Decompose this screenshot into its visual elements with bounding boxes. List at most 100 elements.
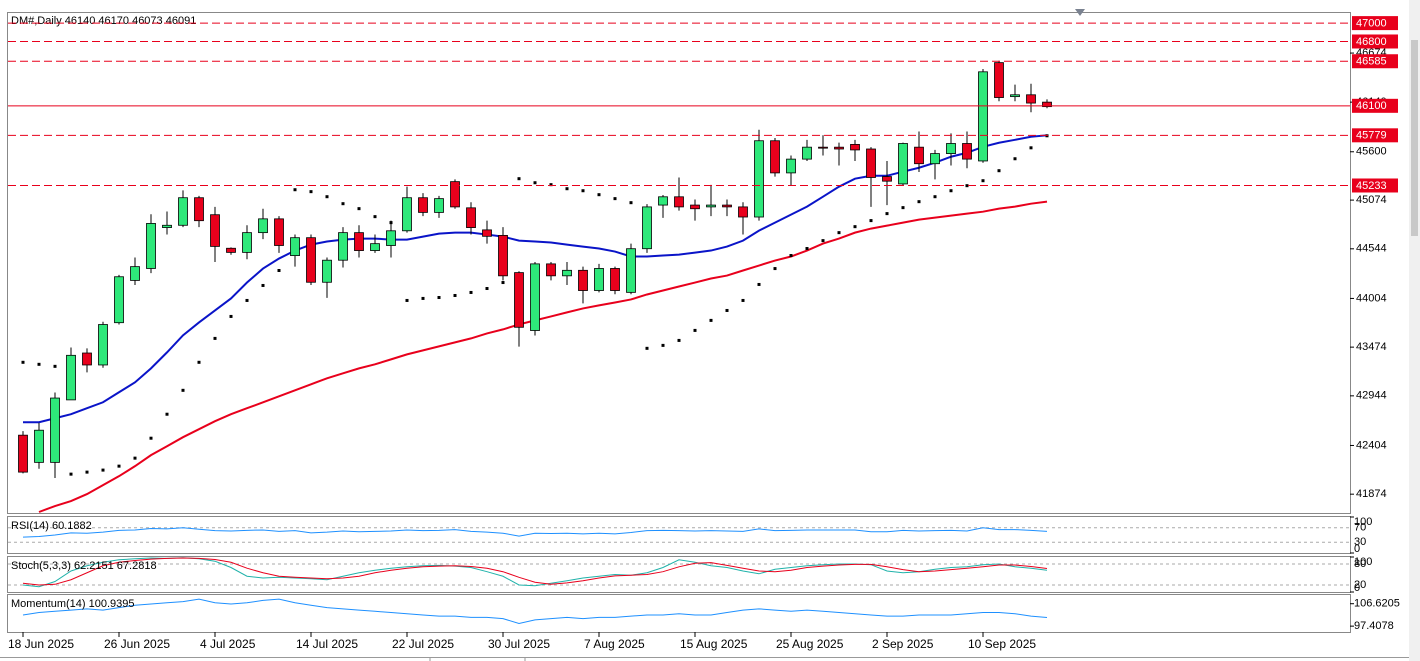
sar-dot [517,177,521,181]
x-tick-label: 10 Sep 2025 [968,637,1036,651]
sar-dot [677,338,681,342]
candle-body [98,324,108,366]
candle-body [338,232,348,261]
sar-dot [533,181,537,185]
candle-body [962,143,972,160]
y-tick-label: 41874 [1356,488,1387,500]
sar-dot [1013,157,1017,161]
shift-marker[interactable] [1075,9,1085,16]
candle-body [930,153,940,165]
price-level-tag [1352,16,1398,31]
y-tick-label: 100 [1354,556,1372,568]
sar-dot [133,456,137,460]
y-tick-label: 44004 [1356,292,1387,304]
candle-body [162,224,172,228]
candle-body [978,71,988,162]
stoch-frame [7,556,1351,593]
sar-dot [741,298,745,302]
sar-dot [885,212,889,216]
sar-dot [405,298,409,302]
sar-dot [853,225,857,229]
scrollbar-thumb[interactable] [1411,40,1418,236]
sar-dot [565,187,569,191]
sar-dot [629,201,633,205]
candle-body [914,146,924,165]
sar-dot [549,183,553,187]
candle-body [66,354,76,401]
indicator-label: RSI(14) 60.1882 [11,520,92,532]
y-tick-label: 80 [1354,558,1366,570]
price-level-label: 46800 [1356,36,1387,48]
indicator-line [22,527,1048,538]
candle-body [370,243,380,251]
candle-body [562,269,572,277]
candle-body [594,268,604,291]
sar-dot [725,308,729,312]
moving-average-slow [38,200,1048,513]
sar-dot [469,290,473,294]
candle-body [34,429,44,463]
sar-dot [69,472,73,476]
sar-dot [437,296,441,300]
sar-dot [757,282,761,286]
y-tick-label: 70 [1354,522,1366,534]
sar-dot [341,202,345,206]
indicator-label: Stoch(5,3,3) 62.2151 67.2818 [11,560,157,572]
candle-body [482,229,492,237]
price-level-label: 46585 [1356,56,1387,68]
candle-body [178,197,188,226]
sar-dot [389,221,393,225]
sar-dot [981,179,985,183]
candle-body [866,148,876,178]
plot-layer: 41874 42404 42944 43474 44004 44544 45074 45600… [8,16,1400,651]
candle-body [626,248,636,293]
scrollbar[interactable] [1409,0,1420,661]
candle-body [50,397,60,463]
price-level-tag [1352,34,1398,49]
x-tick-label: 26 Jun 2025 [104,637,170,651]
candle-body [322,259,332,283]
main-frame [7,12,1351,514]
y-tick-label: 0 [1354,543,1360,555]
candle-body [18,434,28,473]
y-tick-label: 30 [1354,536,1366,548]
indicator-line [22,557,1048,586]
price-level-tag [1352,54,1398,69]
candle-body [434,198,444,213]
candle-body [402,197,412,232]
moving-average-fast [23,134,1048,424]
candle-body [146,223,156,269]
sar-dot [821,239,825,243]
sar-dot [293,188,297,192]
price-level-tag [1352,128,1398,143]
price-level-label: 46100 [1356,100,1387,112]
x-tick-label: 2 Sep 2025 [872,637,934,651]
candle-body [690,204,700,210]
x-tick-label: 15 Aug 2025 [680,637,748,651]
candle-body [578,269,588,291]
y-tick-label: 20 [1354,579,1366,591]
sar-dot [773,267,777,271]
candle-body [530,263,540,331]
candle-body [898,143,908,185]
x-tick-label: 7 Aug 2025 [584,637,645,651]
sar-dot [453,293,457,297]
candle-body [274,218,284,246]
sar-dot [421,296,425,300]
sar-dot [581,189,585,193]
x-tick-label: 25 Aug 2025 [776,637,844,651]
candle-body [1010,94,1020,98]
sar-dot [165,412,169,416]
y-tick-label: 45074 [1356,194,1387,206]
sar-dot [613,197,617,201]
sar-dot [325,195,329,199]
x-tick-label: 4 Jul 2025 [200,637,256,651]
candle-body [130,266,140,281]
candle-body [754,140,764,218]
sar-dot [501,281,505,285]
sar-dot [213,336,217,340]
sar-dot [837,231,841,235]
candle-body [450,181,460,208]
chart-title: DM#,Daily 46140 46170 46073 46091 [11,15,196,27]
